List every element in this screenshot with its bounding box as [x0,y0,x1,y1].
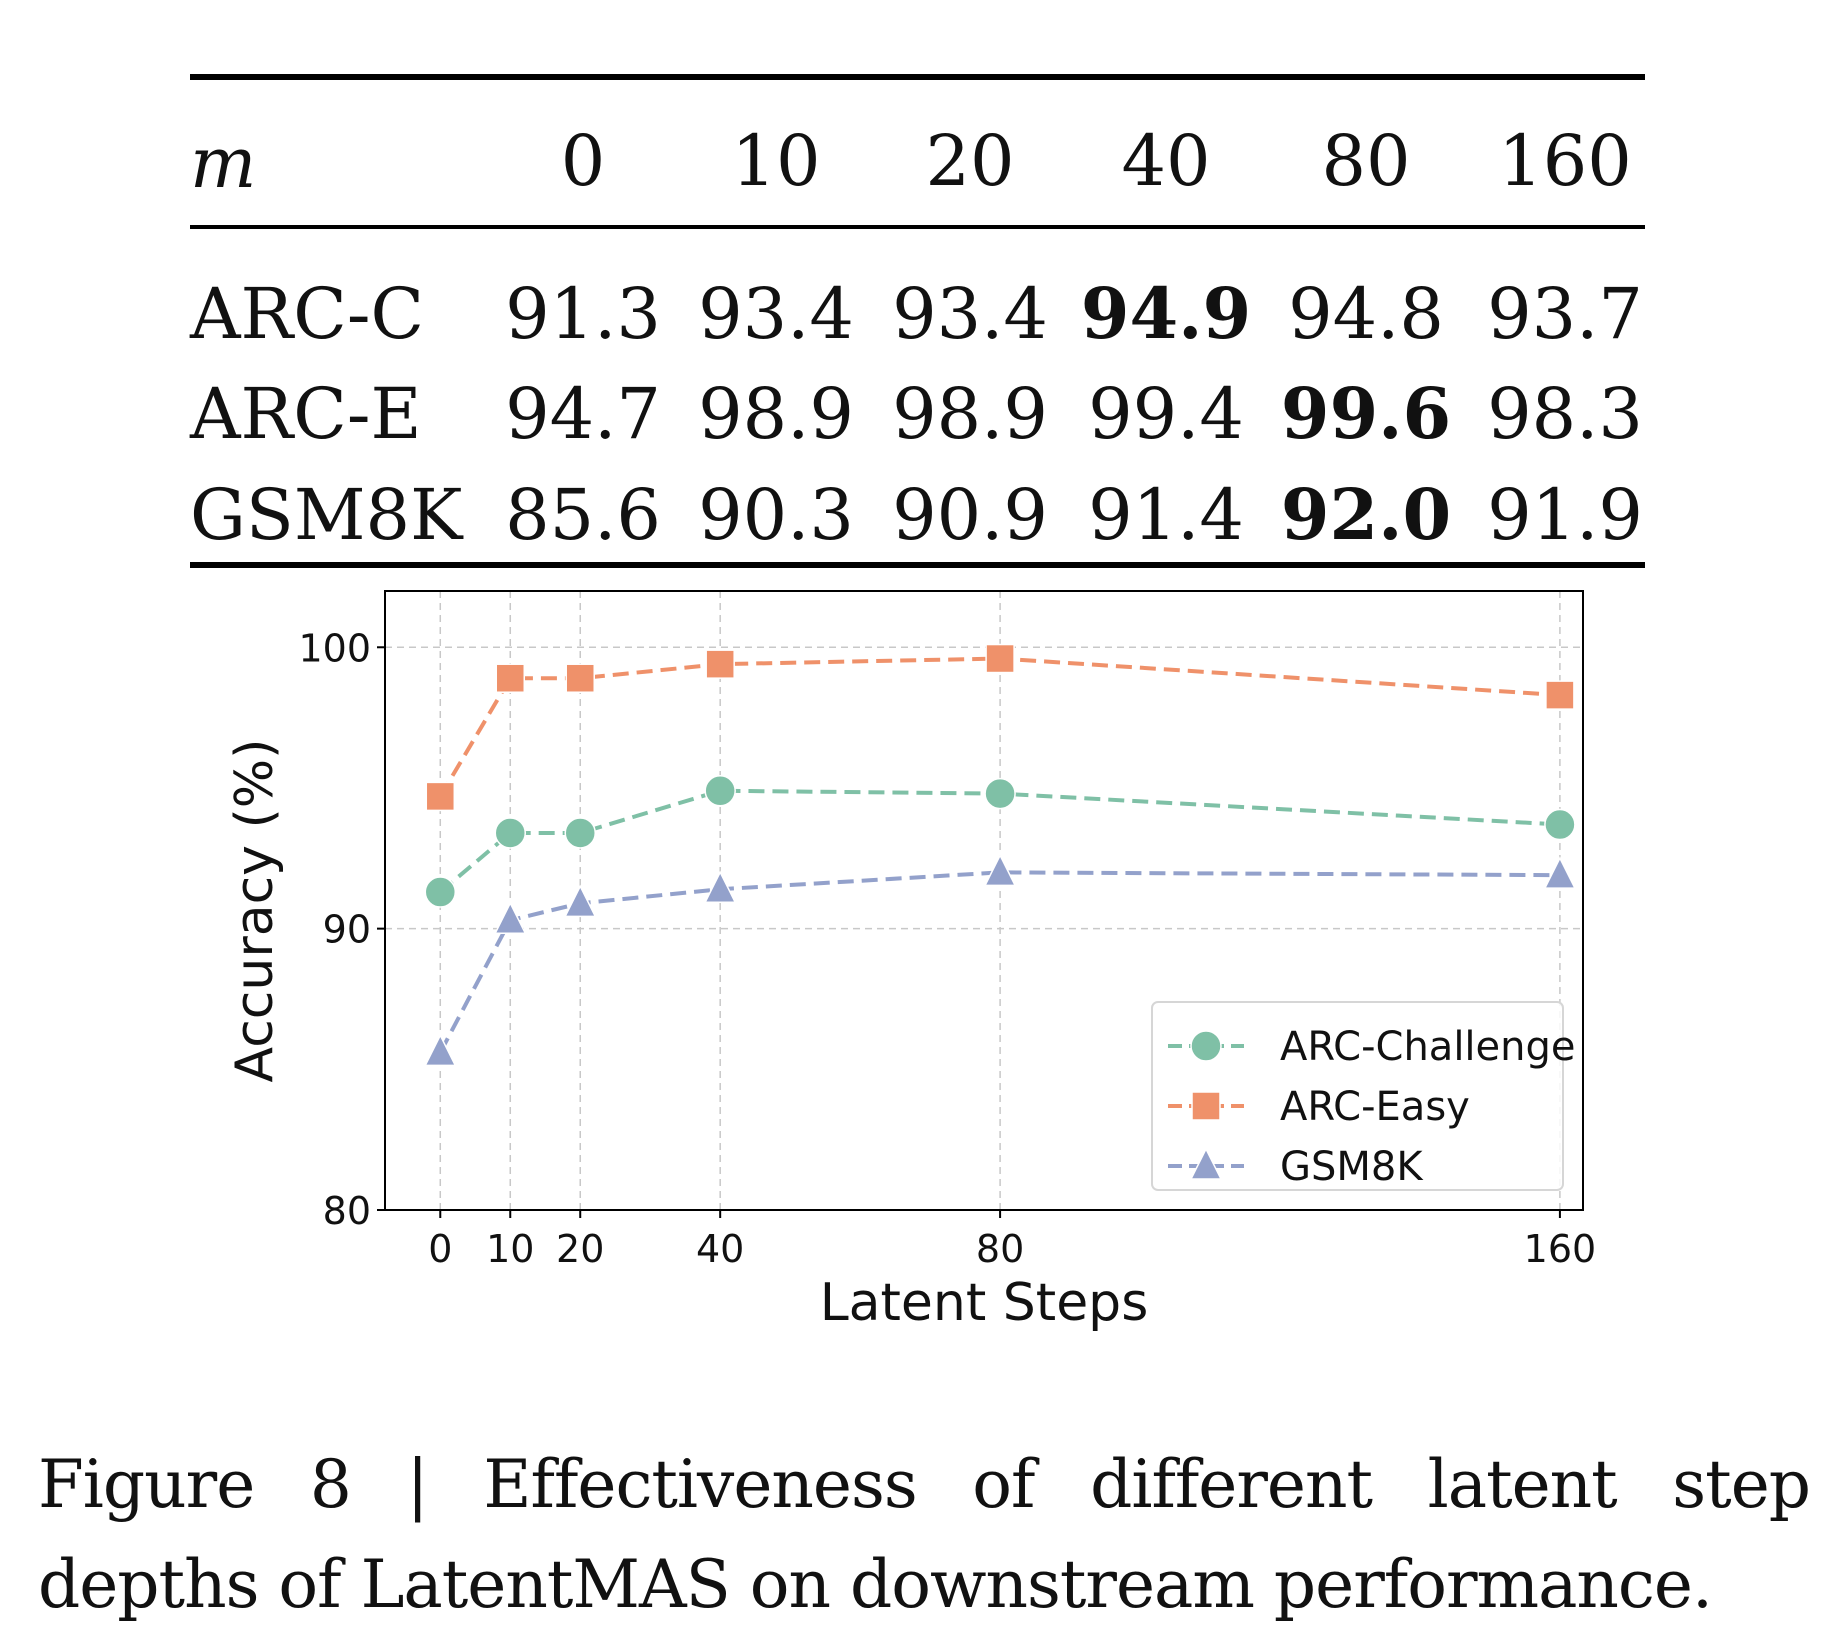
figure-caption: Figure 8 | Effectiveness of different la… [38,1435,1811,1635]
table-header-label: m [190,122,257,204]
table-header-cell: 0 [560,120,606,202]
table-cell: 91.9 [1487,474,1643,556]
y-axis-label: Accuracy (%) [225,739,285,1083]
table-header-cell: 20 [925,120,1015,202]
data-point-square [705,649,735,679]
accuracy-line-chart: 0 10 20 40 80 160 80 90 100 Latent Steps Accurac… [225,590,1596,1333]
caption-line-1: Figure 8 | Effectiveness of different la… [38,1446,1811,1523]
data-point-triangle [703,870,737,903]
caption-line-2: depths of LatentMAS on downstream perfor… [38,1546,1713,1623]
table-header-rule [190,225,1645,229]
table-header-cell: 40 [1121,120,1211,202]
data-point-circle [1544,808,1576,841]
y-tick-label: 80 [323,1189,371,1233]
table-header-cell: 80 [1321,120,1411,202]
table-cell: 85.6 [505,474,661,556]
table-cell: 99.4 [1088,373,1244,455]
table-cell: 94.7 [505,373,661,455]
legend-entry: ARC-Easy [1168,1084,1470,1130]
data-point-circle [984,777,1016,810]
legend-label: GSM8K [1280,1144,1424,1190]
axis-ticks: 0 10 20 40 80 160 80 90 100 [298,626,1596,1271]
legend-box [1151,1001,1564,1191]
table-cell: 90.3 [698,474,854,556]
table-row-label: ARC-E [190,373,422,455]
table-cell: 94.8 [1288,273,1444,355]
table-cell: 91.4 [1088,474,1244,556]
table-cell: 98.9 [698,373,854,455]
x-tick-label: 40 [696,1227,744,1271]
legend-circle-icon [1190,1030,1222,1062]
data-point-triangle [983,853,1017,887]
series-line-arc-easy [438,656,1561,798]
data-point-circle [494,817,527,849]
legend-triangle-icon [1189,1147,1223,1180]
table-header-cell: 10 [731,120,821,202]
table-bottom-rule [190,562,1645,568]
table-cell-best: 99.6 [1280,372,1452,455]
table-cell: 98.9 [892,373,1048,455]
table-row-label: GSM8K [190,474,463,556]
data-point-triangle [494,901,527,934]
data-point-square [1545,680,1575,710]
data-point-triangle [564,884,597,918]
legend-entry: GSM8K [1168,1144,1424,1190]
legend: ARC-Challenge ARC-Easy GSM8K [1151,1001,1576,1191]
x-tick-label: 0 [428,1227,452,1271]
table-row-label: ARC-C [190,273,425,355]
data-point-circle [424,876,457,908]
data-point-square [495,663,526,693]
legend-entry: ARC-Challenge [1168,1024,1576,1070]
legend-label: ARC-Easy [1280,1084,1470,1130]
plot-frame [384,590,1584,1211]
table-cell: 91.3 [505,273,661,355]
x-tick-label: 10 [486,1227,534,1271]
table-cell: 93.4 [892,273,1048,355]
data-point-circle [564,817,596,849]
data-point-triangle [424,1033,457,1067]
table-cell: 93.7 [1487,273,1643,355]
legend-label: ARC-Challenge [1280,1024,1576,1070]
series-line-gsm8k [438,870,1560,1054]
data-point-triangle [1543,856,1577,889]
table-cell-best: 94.9 [1080,272,1252,355]
data-point-circle [704,775,736,807]
table-cell: 90.9 [892,474,1048,556]
table-top-rule [190,74,1645,80]
table-cell: 98.3 [1487,373,1643,455]
x-axis-label: Latent Steps [820,1273,1149,1333]
data-point-square [985,643,1015,674]
table-cell-best: 92.0 [1280,473,1452,556]
grid [385,591,1583,1210]
x-tick-label: 20 [556,1227,604,1271]
x-tick-label: 80 [976,1227,1024,1271]
x-tick-label: 160 [1524,1227,1597,1271]
y-tick-label: 100 [298,626,371,670]
table-header-cell: 160 [1498,120,1632,202]
series-markers [424,643,1577,1067]
legend-square-icon [1191,1091,1221,1121]
data-point-square [565,663,595,693]
y-tick-label: 90 [323,908,371,952]
table-cell: 93.4 [698,273,854,355]
data-point-square [425,781,456,812]
